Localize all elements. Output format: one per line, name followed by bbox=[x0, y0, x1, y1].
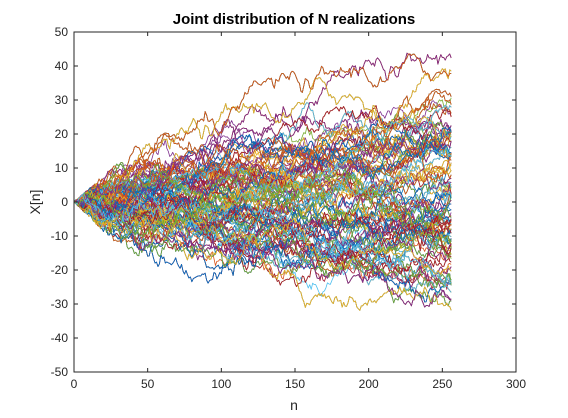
x-tick-label: 200 bbox=[359, 377, 379, 391]
chart-title: Joint distribution of N realizations bbox=[173, 11, 416, 28]
y-tick-label: 0 bbox=[61, 195, 68, 209]
y-tick-label: 50 bbox=[55, 25, 69, 39]
x-tick-label: 300 bbox=[506, 377, 526, 391]
x-tick-label: 150 bbox=[285, 377, 305, 391]
x-tick-label: 250 bbox=[432, 377, 452, 391]
y-tick-label: 40 bbox=[55, 59, 69, 73]
x-axis-label: n bbox=[290, 397, 298, 413]
y-tick-label: 30 bbox=[55, 93, 69, 107]
y-axis-label: X[n] bbox=[27, 190, 43, 215]
y-tick-label: -50 bbox=[51, 365, 69, 379]
y-tick-label: -20 bbox=[51, 263, 69, 277]
y-tick-label: -40 bbox=[51, 331, 69, 345]
x-tick-label: 0 bbox=[71, 377, 78, 391]
y-tick-label: -30 bbox=[51, 297, 69, 311]
x-tick-label: 50 bbox=[141, 377, 155, 391]
x-tick-label: 100 bbox=[211, 377, 231, 391]
y-tick-label: 10 bbox=[55, 161, 69, 175]
y-tick-label: 20 bbox=[55, 127, 69, 141]
y-tick-label: -10 bbox=[51, 229, 69, 243]
plot-area: 0 50 100 150 200 250 300 -50 -40 -30 -20 -10 0 10 20 30… bbox=[51, 25, 527, 391]
